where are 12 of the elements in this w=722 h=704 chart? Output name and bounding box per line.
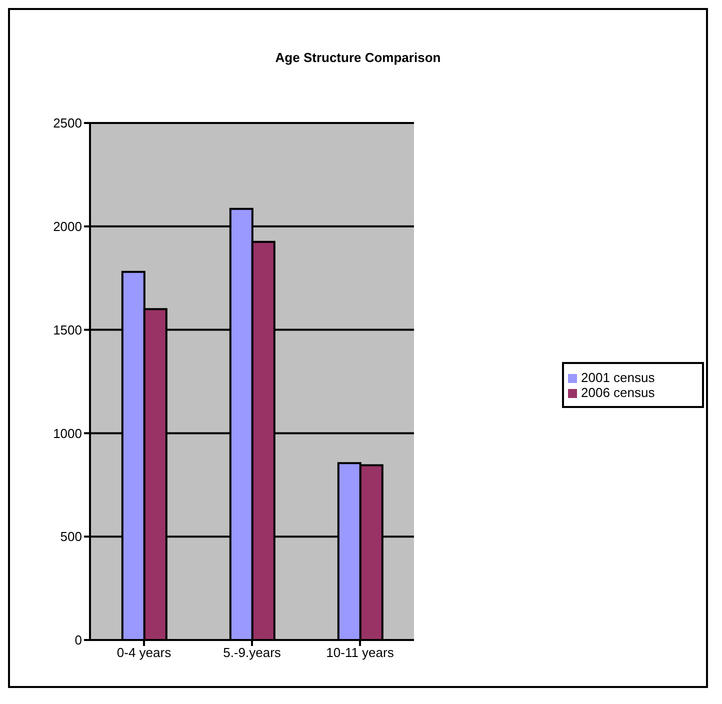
chart-title: Age Structure Comparison [274,49,442,67]
y-tick-label: 500 [60,529,82,544]
y-tick-label: 1000 [53,426,82,441]
legend-label: 2001 census [581,370,655,385]
y-tick-label: 0 [74,632,82,648]
y-tick-label: 1500 [53,322,82,338]
y-tick-label: 2000 [53,219,82,234]
y-tick-label: 2500 [53,116,82,131]
x-tick-label: 5.-9.years [223,645,282,660]
legend-label: 2006 census [581,385,655,400]
x-tick-label: 10-11 years [326,645,394,660]
x-tick-label: 0-4 years [116,645,172,660]
